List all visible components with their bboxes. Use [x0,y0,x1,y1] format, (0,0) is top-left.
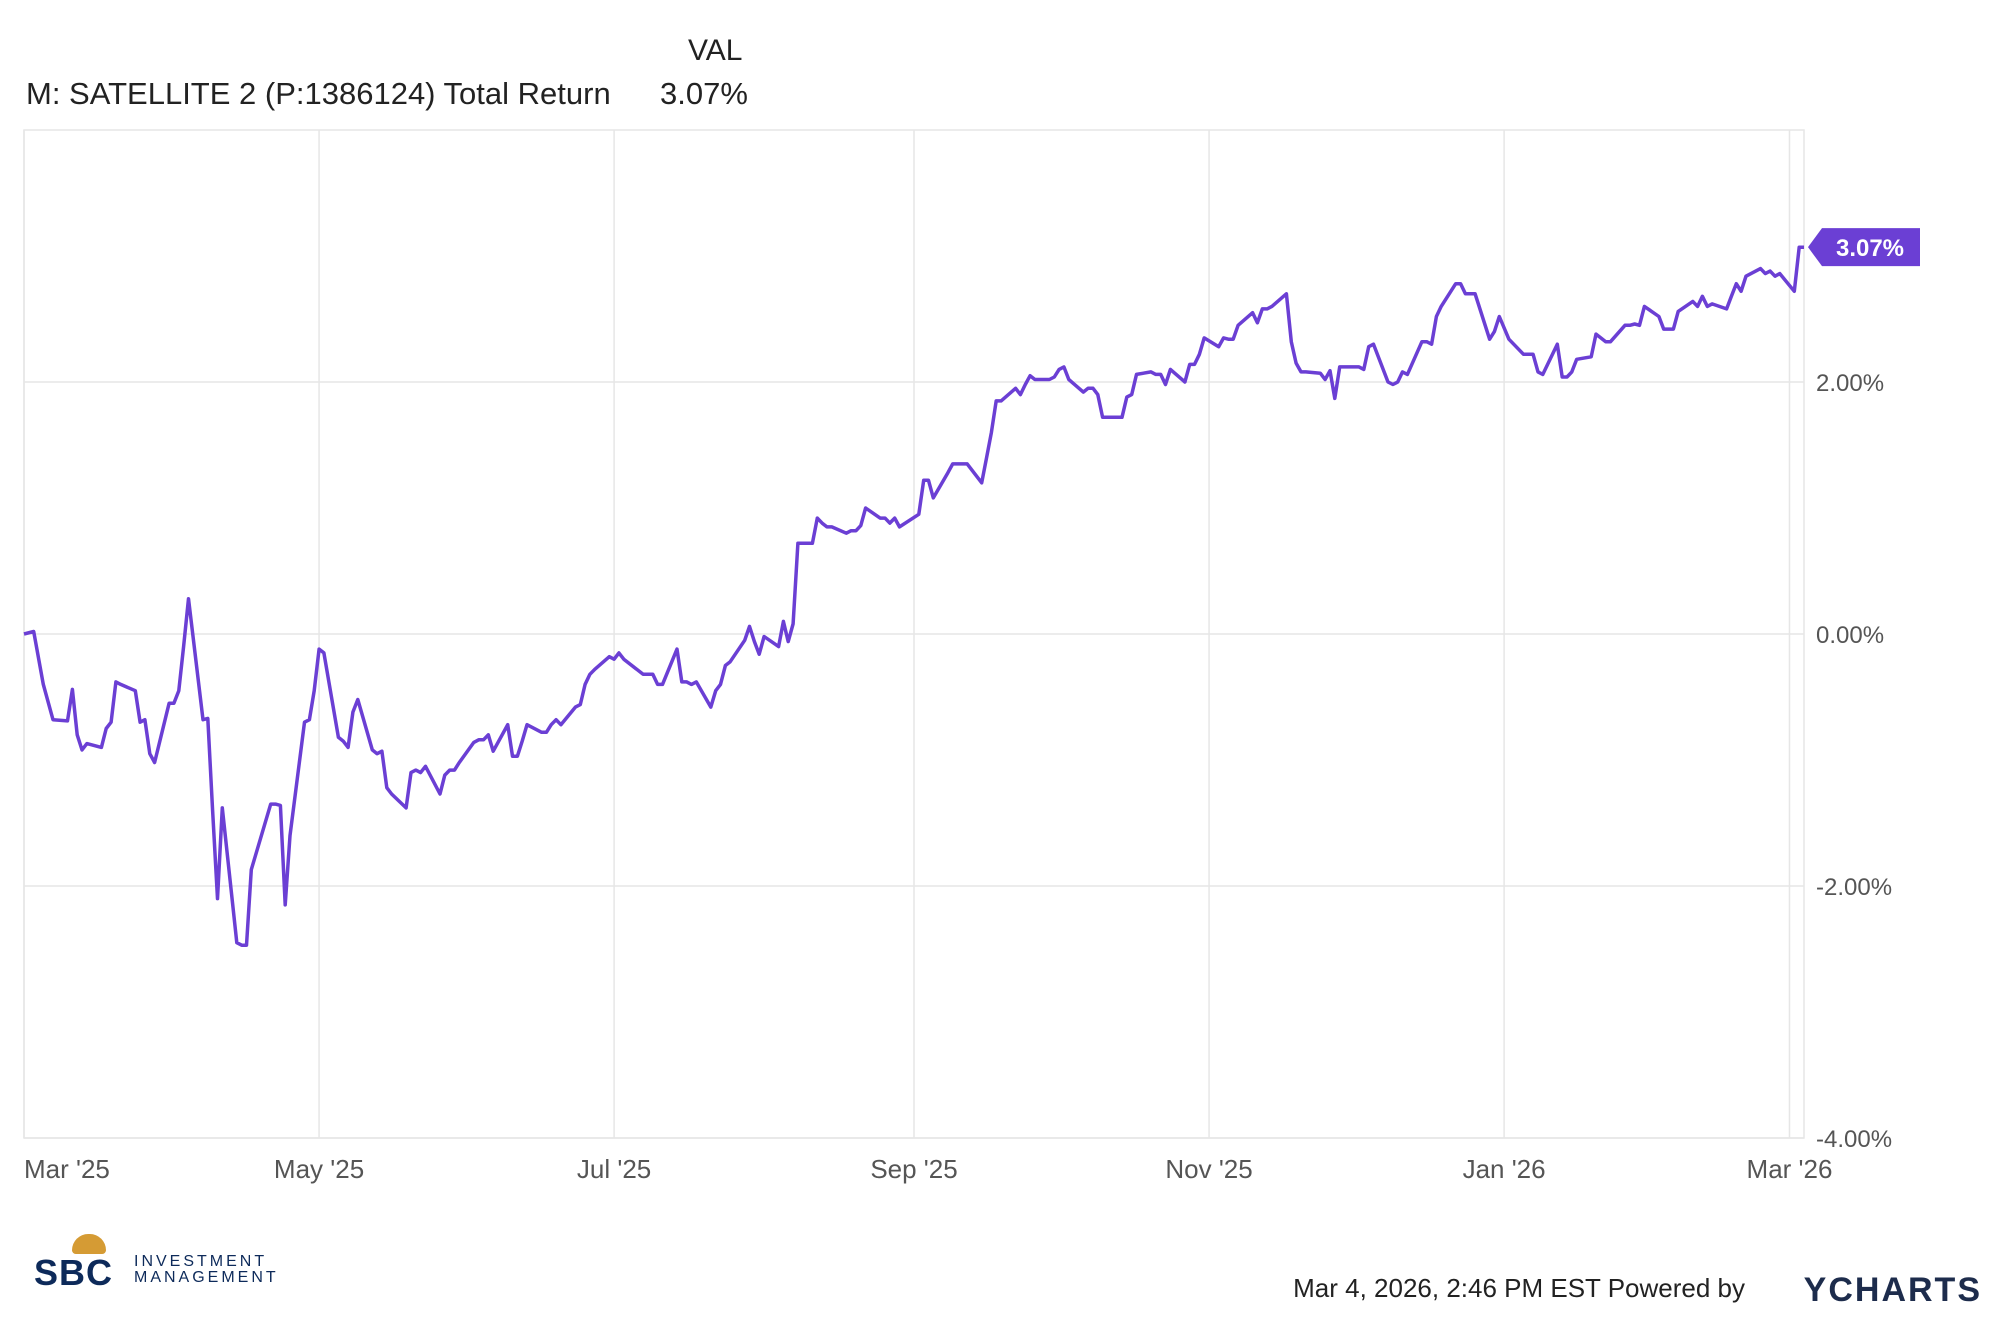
y-tick-label: -2.00% [1816,874,1892,901]
end-value-flag [1808,228,1920,267]
logo-subtitle-line-1: INVESTMENT [134,1253,268,1270]
footer-timestamp: Mar 4, 2026, 2:46 PM EST Powered by [1293,1273,1745,1303]
end-value-label: 3.07% [1836,235,1904,262]
logo-subtitle-line-2: MANAGEMENT [134,1269,279,1286]
x-tick-label: Mar '25 [24,1154,110,1184]
logo-wordmark: SBC [34,1252,114,1293]
legend-series-value: 3.07% [660,76,748,111]
sbc-logo: SBC INVESTMENT MANAGEMENT [34,1234,284,1298]
x-tick-label: Nov '25 [1165,1154,1252,1184]
logo-subtitle: INVESTMENT MANAGEMENT [134,1254,279,1286]
x-tick-label: May '25 [274,1154,364,1184]
y-tick-label: -4.00% [1816,1126,1892,1153]
x-tick-label: Jul '25 [577,1154,651,1184]
x-tick-label: Jan '26 [1463,1154,1546,1184]
series-line [23,245,1804,947]
legend-series-name: M: SATELLITE 2 (P:1386124) Total Return [26,76,611,111]
y-tick-label: 2.00% [1816,370,1884,397]
y-tick-label: 0.00% [1816,622,1884,649]
x-tick-label: Sep '25 [870,1154,957,1184]
ycharts-logo[interactable]: YCHARTS [1803,1271,1982,1309]
x-tick-label: Mar '26 [1747,1154,1833,1184]
logo-emblem-icon [72,1234,106,1254]
legend-column-header: VAL [688,34,743,67]
